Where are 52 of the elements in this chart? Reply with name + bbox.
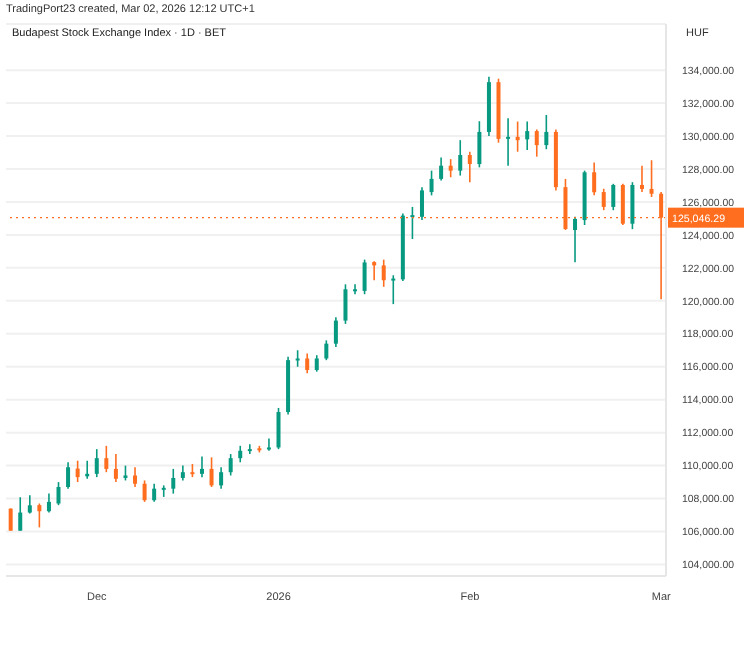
candlestick [104, 445, 109, 473]
candlestick [276, 407, 281, 450]
candlestick [305, 352, 310, 375]
candlestick [601, 187, 606, 211]
candlestick [66, 461, 71, 490]
candlestick [46, 492, 51, 514]
candlestick [353, 283, 358, 296]
candlestick [448, 158, 453, 179]
candlestick [199, 455, 204, 478]
candlestick [75, 459, 80, 483]
candlestick [582, 169, 587, 226]
candlestick [391, 274, 396, 305]
candlestick [161, 484, 166, 498]
candlestick [439, 156, 444, 182]
candlestick [639, 164, 644, 193]
candlestick [458, 139, 463, 177]
candlestick [544, 114, 549, 151]
candlestick [429, 169, 434, 197]
candlestick [381, 258, 386, 288]
candlestick [372, 260, 377, 282]
candlestick [113, 453, 118, 483]
candlestick [324, 339, 329, 361]
candlestick [592, 161, 597, 197]
candlestick [410, 206, 415, 240]
candlestick [467, 150, 472, 183]
candlestick [209, 456, 214, 488]
candlestick [477, 120, 482, 169]
candlestick [515, 120, 520, 153]
candlestick [343, 283, 348, 325]
candlestick [525, 120, 530, 151]
candlestick [362, 258, 367, 296]
candlestick [573, 215, 578, 264]
candlestick [37, 502, 42, 529]
candlestick [56, 481, 61, 506]
candlestick [649, 159, 654, 198]
candlestick [228, 453, 233, 477]
candlestick [133, 466, 138, 488]
candlestick [18, 496, 23, 532]
candlestick [534, 128, 539, 158]
candlestick [266, 437, 271, 452]
candlestick [630, 181, 635, 230]
candlestick [171, 468, 176, 495]
candlestick [219, 466, 224, 490]
candlestick [142, 479, 147, 503]
candlestick [152, 482, 157, 503]
candlestick [611, 183, 616, 211]
candlestick [419, 186, 424, 221]
candlestick [506, 117, 511, 167]
candlestick [8, 507, 13, 532]
candlestick [247, 443, 252, 455]
candlestick [94, 448, 99, 478]
candlestick [333, 316, 338, 348]
